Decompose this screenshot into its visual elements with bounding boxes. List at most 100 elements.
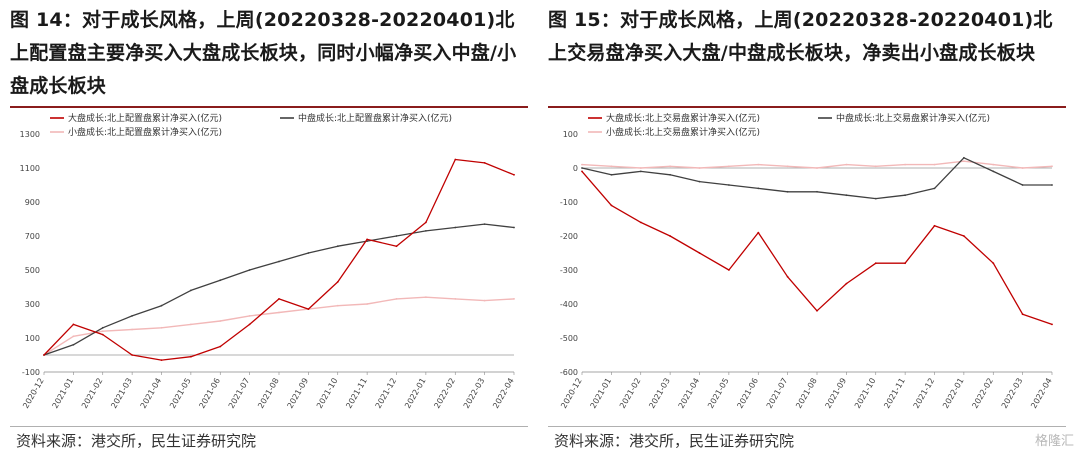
data-point-small: [336, 304, 339, 307]
data-point-large: [581, 170, 583, 173]
x-tick-label: 2021-04: [139, 377, 164, 410]
source-rule: [10, 426, 528, 427]
data-point-large: [219, 345, 222, 348]
legend-label-large: 大盘成长:北上配置盘累计净买入(亿元): [68, 112, 222, 124]
data-point-small: [581, 163, 583, 166]
data-point-mid: [513, 226, 515, 229]
data-point-small: [72, 335, 75, 338]
data-point-large: [639, 221, 642, 224]
data-point-small: [395, 298, 398, 300]
data-point-large: [72, 323, 75, 326]
source-note: 资料来源：港交所，民生证券研究院: [554, 432, 795, 450]
x-tick-label: 2021-03: [109, 377, 134, 410]
data-point-mid: [248, 269, 251, 271]
data-point-mid: [639, 170, 642, 173]
y-tick-label: 1100: [20, 164, 40, 173]
data-point-mid: [483, 223, 486, 225]
data-point-large: [786, 275, 789, 278]
data-point-small: [845, 163, 848, 166]
data-point-small: [513, 298, 515, 300]
x-tick-label: 2022-04: [1029, 377, 1054, 410]
data-point-large: [845, 282, 848, 285]
data-point-large: [278, 298, 280, 300]
x-tick-label: 2021-04: [677, 377, 702, 410]
data-point-mid: [219, 279, 222, 282]
legend-label-mid: 中盘成长:北上交易盘累计净买入(亿元): [836, 112, 990, 124]
data-point-large: [992, 262, 995, 265]
data-point-small: [101, 330, 104, 333]
x-tick-label: 2021-12: [374, 377, 399, 410]
data-point-mid: [610, 173, 613, 176]
data-point-large: [101, 333, 104, 336]
data-point-mid: [904, 194, 906, 197]
y-tick-label: -400: [560, 300, 578, 309]
data-point-large: [190, 355, 192, 358]
data-point-mid: [72, 343, 75, 346]
data-point-large: [160, 359, 163, 361]
data-point-mid: [757, 187, 760, 190]
data-point-small: [728, 165, 730, 168]
source-rule: [548, 426, 1066, 427]
data-point-small: [816, 167, 818, 169]
data-point-large: [1021, 313, 1024, 316]
x-tick-label: 2022-03: [462, 377, 487, 410]
data-point-small: [131, 328, 133, 331]
series-line-small: [43, 296, 515, 356]
y-tick-label: 0: [573, 164, 578, 173]
y-tick-label: 1300: [20, 130, 40, 139]
data-point-large: [454, 158, 457, 161]
x-tick-label: 2021-05: [168, 377, 193, 410]
data-point-mid: [1051, 184, 1053, 186]
data-point-large: [395, 245, 398, 248]
data-point-small: [190, 323, 192, 326]
x-tick-label: 2021-08: [794, 377, 819, 410]
legend-label-small: 小盘成长:北上配置盘累计净买入(亿元): [68, 126, 222, 138]
x-tick-label: 2021-07: [765, 377, 790, 410]
data-point-mid: [992, 170, 995, 173]
x-tick-label: 2022-01: [941, 377, 966, 410]
data-point-mid: [581, 167, 583, 169]
data-point-large: [610, 204, 613, 207]
y-tick-label: 300: [25, 300, 40, 309]
x-tick-label: 2021-07: [227, 377, 252, 410]
data-point-large: [366, 238, 368, 241]
data-point-mid: [698, 180, 701, 183]
data-point-small: [483, 299, 486, 302]
data-point-large: [698, 252, 701, 254]
data-point-large: [336, 281, 339, 283]
x-tick-label: 2021-03: [647, 377, 672, 410]
data-point-mid: [816, 190, 818, 193]
x-tick-label: 2021-11: [344, 377, 369, 410]
data-point-small: [963, 160, 965, 163]
data-point-mid: [160, 304, 163, 307]
data-point-mid: [131, 315, 133, 317]
x-tick-label: 2021-09: [286, 377, 311, 410]
data-point-large: [425, 221, 427, 224]
data-point-large: [513, 173, 515, 176]
watermark-logo: 格隆汇: [1034, 434, 1074, 449]
data-point-mid: [336, 245, 339, 248]
data-point-large: [248, 323, 251, 326]
title-rule: [10, 106, 528, 108]
x-tick-label: 2021-11: [882, 377, 907, 410]
x-tick-label: 2021-05: [706, 377, 731, 410]
data-point-large: [816, 309, 818, 312]
data-point-mid: [728, 184, 730, 186]
source-note: 资料来源：港交所，民生证券研究院: [16, 432, 257, 450]
data-point-small: [454, 298, 457, 300]
y-tick-label: 100: [563, 130, 578, 139]
data-point-large: [963, 235, 965, 237]
x-tick-label: 2022-02: [970, 377, 995, 410]
legend-label-small: 小盘成长:北上交易盘累计净买入(亿元): [606, 126, 760, 138]
y-tick-label: -300: [560, 266, 578, 275]
y-tick-label: -100: [560, 198, 578, 207]
data-point-small: [610, 165, 613, 168]
data-point-mid: [1021, 184, 1024, 186]
data-point-large: [933, 224, 936, 227]
x-tick-label: 2021-12: [912, 377, 937, 410]
data-point-large: [307, 308, 310, 310]
data-point-small: [160, 326, 163, 329]
data-point-large: [874, 262, 877, 265]
y-tick-label: -100: [22, 368, 40, 377]
data-point-small: [248, 315, 251, 317]
